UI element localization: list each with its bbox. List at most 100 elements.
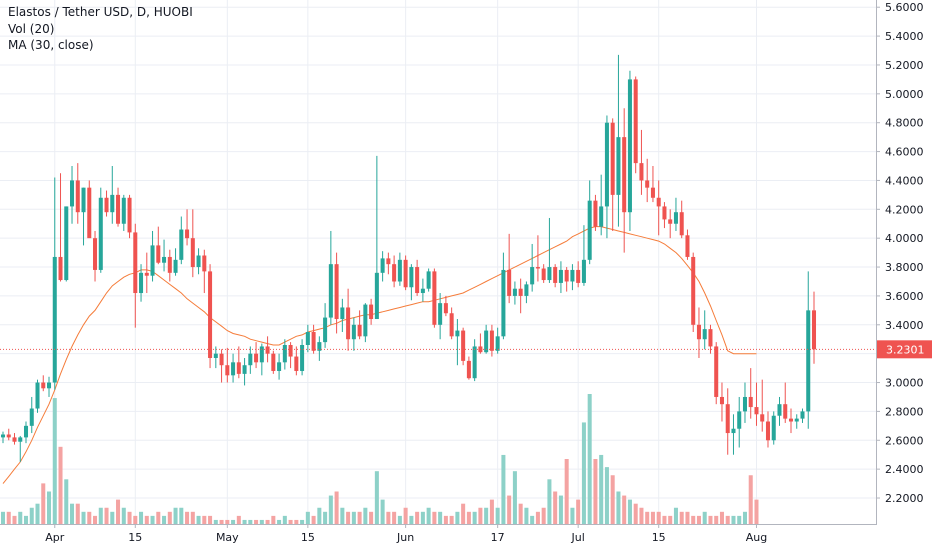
- volume-bar: [231, 519, 236, 524]
- candle-body: [760, 414, 765, 422]
- candle-body: [328, 264, 333, 318]
- candle-body: [725, 404, 730, 434]
- volume-bar: [725, 515, 730, 524]
- price-tick-label: 5.2000: [885, 59, 924, 72]
- price-axis[interactable]: 2.20002.40002.60002.80003.00003.20003.40…: [876, 0, 932, 550]
- candle-body: [167, 256, 172, 273]
- candle-body: [593, 200, 598, 227]
- candle-body: [334, 264, 339, 320]
- volume-bar: [420, 511, 425, 524]
- candle-body: [610, 122, 615, 195]
- candle-body: [254, 353, 259, 363]
- candle-body: [282, 345, 287, 363]
- candle-body: [288, 345, 293, 357]
- candle-body: [110, 194, 115, 213]
- volume-bar: [610, 475, 615, 524]
- candle-body: [811, 310, 817, 350]
- volume-bar: [553, 491, 558, 524]
- time-tick-label: 15: [128, 531, 142, 544]
- volume-bar: [121, 507, 126, 524]
- volume-bar: [472, 511, 477, 524]
- volume-bar: [208, 515, 213, 524]
- legend-volume[interactable]: Vol (20): [8, 21, 55, 36]
- candle-body: [599, 206, 604, 227]
- volume-bar: [455, 511, 460, 524]
- candle-body: [662, 206, 667, 220]
- candle-body: [41, 382, 46, 389]
- candle-body: [570, 269, 575, 282]
- legend-symbol[interactable]: Elastos / Tether USD, D, HUOBI: [8, 5, 193, 19]
- candle-body: [185, 229, 190, 239]
- candle-body: [64, 206, 69, 281]
- price-tick-label: 3.8000: [885, 261, 924, 274]
- volume-bar: [288, 519, 293, 524]
- candle-body: [547, 267, 552, 281]
- price-tick-label: 5.4000: [885, 30, 924, 43]
- candle-body: [622, 137, 627, 213]
- candle-body: [150, 245, 155, 276]
- volume-bar: [173, 507, 178, 524]
- volume-bar: [489, 499, 494, 524]
- time-axis[interactable]: Apr 15 May 15 Jun 17 Jul 15 Aug: [0, 524, 877, 550]
- price-tick-label: 2.4000: [885, 463, 924, 476]
- candle-body: [242, 365, 247, 374]
- volume-bar: [150, 515, 155, 524]
- volume-bar: [127, 511, 132, 524]
- candle-body: [202, 255, 207, 272]
- candle-body: [12, 437, 17, 442]
- candle-body: [409, 267, 414, 288]
- candle-body: [685, 235, 690, 257]
- volume-bar: [225, 519, 230, 524]
- volume-bar: [679, 511, 684, 524]
- volume-bar: [70, 503, 75, 524]
- candle-body: [650, 187, 655, 198]
- candle-body: [386, 258, 391, 265]
- volume-bar: [409, 515, 414, 524]
- volume-bar: [622, 495, 627, 524]
- candle-body: [6, 434, 11, 438]
- volume-bar: [248, 519, 253, 524]
- time-tick-label: 15: [301, 531, 315, 544]
- candle-body: [231, 362, 236, 376]
- volume-bar: [0, 511, 6, 524]
- price-tick-label: 4.0000: [885, 232, 924, 245]
- volume-bar: [507, 495, 512, 524]
- price-tick-label: 4.8000: [885, 117, 924, 130]
- time-axis-bg: [0, 524, 877, 550]
- volume-bar: [317, 507, 322, 524]
- volume-bar: [564, 459, 569, 524]
- candle-body: [507, 269, 512, 296]
- candle-body: [535, 267, 540, 269]
- time-tick-label: May: [216, 531, 239, 544]
- candle-body: [311, 332, 316, 351]
- candle-body: [29, 408, 34, 426]
- volume-bar: [639, 507, 644, 524]
- volume-bar: [461, 503, 466, 524]
- candle-body: [524, 284, 529, 296]
- volume-bar: [156, 511, 161, 524]
- candle-body: [121, 197, 126, 224]
- volume-bar: [754, 499, 759, 524]
- candle-body: [156, 245, 161, 263]
- volume-bar: [662, 515, 667, 524]
- candle-body: [702, 329, 707, 340]
- volume-bar: [369, 511, 374, 524]
- volume-bar: [530, 515, 535, 524]
- volume-bar: [650, 511, 655, 524]
- volume-bar: [162, 515, 167, 524]
- candle-body: [581, 259, 586, 283]
- legend-ma[interactable]: MA (30, close): [8, 38, 94, 52]
- candle-body: [139, 272, 144, 294]
- candle-body: [714, 346, 719, 397]
- price-tick-label: 3.6000: [885, 290, 924, 303]
- volume-bar: [587, 394, 592, 524]
- candle-body: [403, 259, 408, 288]
- candle-body: [765, 421, 770, 441]
- price-tick-label: 3.0000: [885, 377, 924, 390]
- volume-bar: [731, 515, 736, 524]
- volume-bar: [98, 507, 103, 524]
- candle-body: [144, 272, 149, 276]
- candle-body: [323, 317, 328, 343]
- volume-bar: [265, 519, 270, 524]
